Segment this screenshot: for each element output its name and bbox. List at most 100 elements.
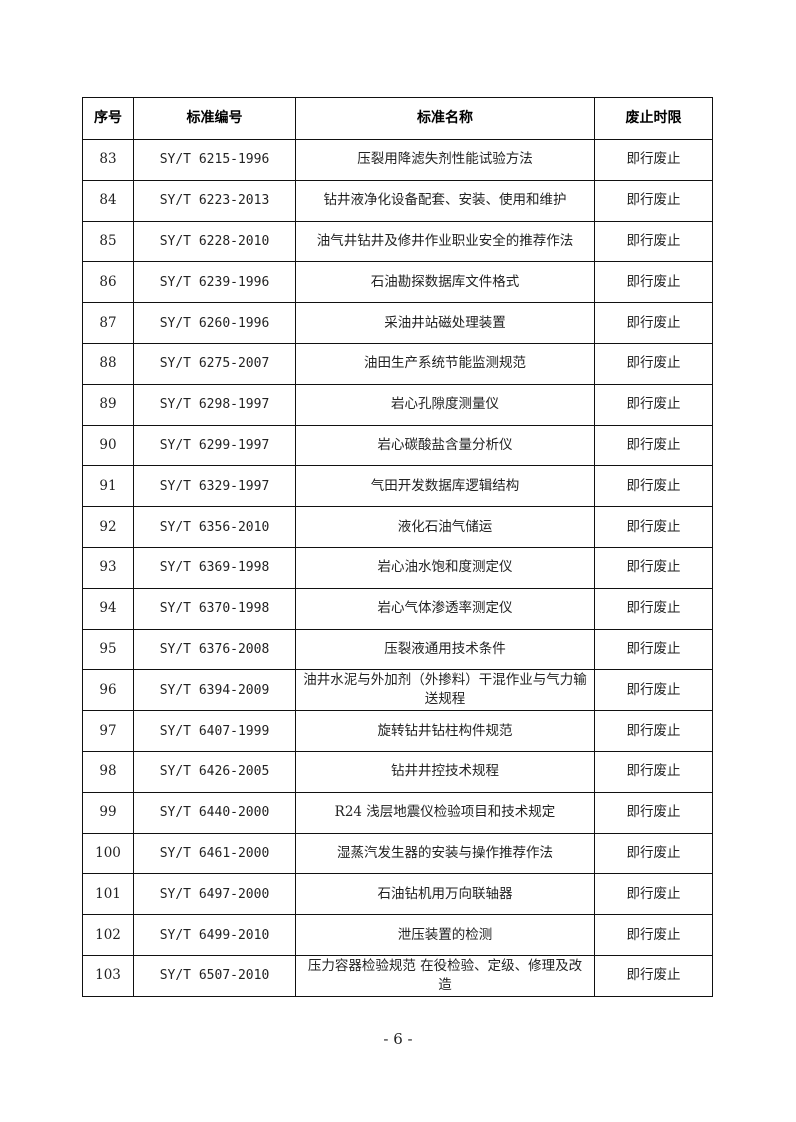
cell-standard-name: 采油井站磁处理装置 bbox=[295, 302, 595, 344]
table-row: 86 SY/T 6239-1996 石油勘探数据库文件格式 即行废止 bbox=[82, 261, 713, 304]
cell-standard-code: SY/T 6239-1996 bbox=[133, 261, 296, 304]
cell-serial-number: 83 bbox=[82, 139, 134, 181]
cell-standard-code: SY/T 6356-2010 bbox=[133, 506, 296, 548]
table-row: 92 SY/T 6356-2010 液化石油气储运 即行废止 bbox=[82, 506, 713, 548]
cell-standard-name: 液化石油气储运 bbox=[295, 506, 595, 548]
cell-abolish-deadline: 即行废止 bbox=[594, 832, 713, 875]
cell-standard-code: SY/T 6499-2010 bbox=[133, 914, 296, 956]
cell-standard-name: 气田开发数据库逻辑结构 bbox=[295, 465, 595, 508]
cell-serial-number: 95 bbox=[82, 628, 134, 671]
table-row: 89 SY/T 6298-1997 岩心孔隙度测量仪 即行废止 bbox=[82, 383, 713, 426]
cell-standard-name: 岩心气体渗透率测定仪 bbox=[295, 587, 595, 630]
table-row: 96 SY/T 6394-2009 油井水泥与外加剂（外掺料）干混作业与气力输送规程… bbox=[82, 669, 713, 712]
cell-abolish-deadline: 即行废止 bbox=[594, 383, 713, 426]
cell-standard-code: SY/T 6215-1996 bbox=[133, 139, 296, 181]
cell-standard-code: SY/T 6329-1997 bbox=[133, 465, 296, 508]
header-standard-name: 标准名称 bbox=[295, 97, 595, 140]
cell-serial-number: 87 bbox=[82, 302, 134, 344]
cell-abolish-deadline: 即行废止 bbox=[594, 179, 713, 222]
table-row: 99 SY/T 6440-2000 R24 浅层地震仪检验项目和技术规定 即行废止 bbox=[82, 791, 713, 834]
cell-standard-code: SY/T 6461-2000 bbox=[133, 832, 296, 875]
cell-standard-name: 岩心碳酸盐含量分析仪 bbox=[295, 424, 595, 467]
cell-standard-name: 旋转钻井钻柱构件规范 bbox=[295, 710, 595, 752]
cell-standard-code: SY/T 6394-2009 bbox=[133, 669, 296, 712]
cell-abolish-deadline: 即行废止 bbox=[594, 342, 713, 385]
table-row: 91 SY/T 6329-1997 气田开发数据库逻辑结构 即行废止 bbox=[82, 465, 713, 508]
cell-abolish-deadline: 即行废止 bbox=[594, 750, 713, 793]
header-abolish-deadline: 废止时限 bbox=[594, 97, 713, 140]
cell-serial-number: 99 bbox=[82, 791, 134, 834]
table-row: 100 SY/T 6461-2000 湿蒸汽发生器的安装与操作推荐作法 即行废止 bbox=[82, 832, 713, 875]
table-header-row: 序号 标准编号 标准名称 废止时限 bbox=[82, 97, 713, 140]
table-row: 95 SY/T 6376-2008 压裂液通用技术条件 即行废止 bbox=[82, 628, 713, 671]
cell-standard-code: SY/T 6426-2005 bbox=[133, 750, 296, 793]
table-row: 94 SY/T 6370-1998 岩心气体渗透率测定仪 即行废止 bbox=[82, 587, 713, 630]
cell-standard-code: SY/T 6228-2010 bbox=[133, 220, 296, 263]
cell-abolish-deadline: 即行废止 bbox=[594, 710, 713, 752]
cell-serial-number: 85 bbox=[82, 220, 134, 263]
cell-abolish-deadline: 即行废止 bbox=[594, 914, 713, 956]
cell-serial-number: 84 bbox=[82, 179, 134, 222]
cell-standard-code: SY/T 6370-1998 bbox=[133, 587, 296, 630]
cell-standard-name: 钻井井控技术规程 bbox=[295, 750, 595, 793]
cell-standard-code: SY/T 6376-2008 bbox=[133, 628, 296, 671]
table-row: 90 SY/T 6299-1997 岩心碳酸盐含量分析仪 即行废止 bbox=[82, 424, 713, 467]
table-body: 83 SY/T 6215-1996 压裂用降滤失剂性能试验方法 即行废止 84 SY/T … bbox=[82, 139, 713, 997]
table-row: 98 SY/T 6426-2005 钻井井控技术规程 即行废止 bbox=[82, 750, 713, 793]
cell-abolish-deadline: 即行废止 bbox=[594, 546, 713, 589]
cell-abolish-deadline: 即行废止 bbox=[594, 424, 713, 467]
cell-abolish-deadline: 即行废止 bbox=[594, 587, 713, 630]
cell-standard-name: 压裂用降滤失剂性能试验方法 bbox=[295, 139, 595, 181]
cell-serial-number: 103 bbox=[82, 954, 134, 997]
table-row: 101 SY/T 6497-2000 石油钻机用万向联轴器 即行废止 bbox=[82, 873, 713, 916]
cell-standard-name: 泄压装置的检测 bbox=[295, 914, 595, 956]
cell-serial-number: 93 bbox=[82, 546, 134, 589]
page-number: - 6 - bbox=[383, 1030, 413, 1048]
abolished-standards-table: 序号 标准编号 标准名称 废止时限 83 SY/T 6215-1996 压裂用降滤失… bbox=[82, 97, 713, 997]
cell-standard-code: SY/T 6369-1998 bbox=[133, 546, 296, 589]
cell-standard-name: R24 浅层地震仪检验项目和技术规定 bbox=[295, 791, 595, 834]
cell-standard-code: SY/T 6260-1996 bbox=[133, 302, 296, 344]
cell-standard-name: 岩心孔隙度测量仪 bbox=[295, 383, 595, 426]
cell-serial-number: 97 bbox=[82, 710, 134, 752]
cell-standard-name: 湿蒸汽发生器的安装与操作推荐作法 bbox=[295, 832, 595, 875]
table-row: 85 SY/T 6228-2010 油气井钻井及修井作业职业安全的推荐作法 即行废止 bbox=[82, 220, 713, 263]
cell-serial-number: 88 bbox=[82, 342, 134, 385]
cell-abolish-deadline: 即行废止 bbox=[594, 628, 713, 671]
cell-serial-number: 98 bbox=[82, 750, 134, 793]
cell-standard-name: 石油钻机用万向联轴器 bbox=[295, 873, 595, 916]
cell-standard-code: SY/T 6497-2000 bbox=[133, 873, 296, 916]
cell-standard-name: 油田生产系统节能监测规范 bbox=[295, 342, 595, 385]
cell-abolish-deadline: 即行废止 bbox=[594, 220, 713, 263]
cell-standard-name: 油气井钻井及修井作业职业安全的推荐作法 bbox=[295, 220, 595, 263]
cell-standard-name: 压力容器检验规范 在役检验、定级、修理及改造 bbox=[295, 954, 595, 997]
cell-abolish-deadline: 即行废止 bbox=[594, 261, 713, 304]
table-row: 97 SY/T 6407-1999 旋转钻井钻柱构件规范 即行废止 bbox=[82, 710, 713, 752]
cell-serial-number: 86 bbox=[82, 261, 134, 304]
cell-abolish-deadline: 即行废止 bbox=[594, 139, 713, 181]
cell-standard-code: SY/T 6407-1999 bbox=[133, 710, 296, 752]
cell-abolish-deadline: 即行废止 bbox=[594, 465, 713, 508]
cell-abolish-deadline: 即行废止 bbox=[594, 669, 713, 712]
cell-standard-name: 钻井液净化设备配套、安装、使用和维护 bbox=[295, 179, 595, 222]
table-row: 102 SY/T 6499-2010 泄压装置的检测 即行废止 bbox=[82, 914, 713, 956]
table-row: 103 SY/T 6507-2010 压力容器检验规范 在役检验、定级、修理及改造即… bbox=[82, 954, 713, 997]
cell-standard-code: SY/T 6507-2010 bbox=[133, 954, 296, 997]
header-standard-code: 标准编号 bbox=[133, 97, 296, 140]
cell-serial-number: 96 bbox=[82, 669, 134, 712]
cell-abolish-deadline: 即行废止 bbox=[594, 954, 713, 997]
cell-abolish-deadline: 即行废止 bbox=[594, 506, 713, 548]
cell-serial-number: 89 bbox=[82, 383, 134, 426]
cell-serial-number: 102 bbox=[82, 914, 134, 956]
table-row: 84 SY/T 6223-2013 钻井液净化设备配套、安装、使用和维护 即行废止 bbox=[82, 179, 713, 222]
cell-abolish-deadline: 即行废止 bbox=[594, 302, 713, 344]
table-row: 87 SY/T 6260-1996 采油井站磁处理装置 即行废止 bbox=[82, 302, 713, 344]
cell-serial-number: 92 bbox=[82, 506, 134, 548]
cell-serial-number: 91 bbox=[82, 465, 134, 508]
cell-abolish-deadline: 即行废止 bbox=[594, 873, 713, 916]
cell-serial-number: 90 bbox=[82, 424, 134, 467]
cell-standard-code: SY/T 6275-2007 bbox=[133, 342, 296, 385]
table-row: 93 SY/T 6369-1998 岩心油水饱和度测定仪 即行废止 bbox=[82, 546, 713, 589]
cell-standard-name: 油井水泥与外加剂（外掺料）干混作业与气力输送规程 bbox=[295, 669, 595, 712]
cell-serial-number: 101 bbox=[82, 873, 134, 916]
